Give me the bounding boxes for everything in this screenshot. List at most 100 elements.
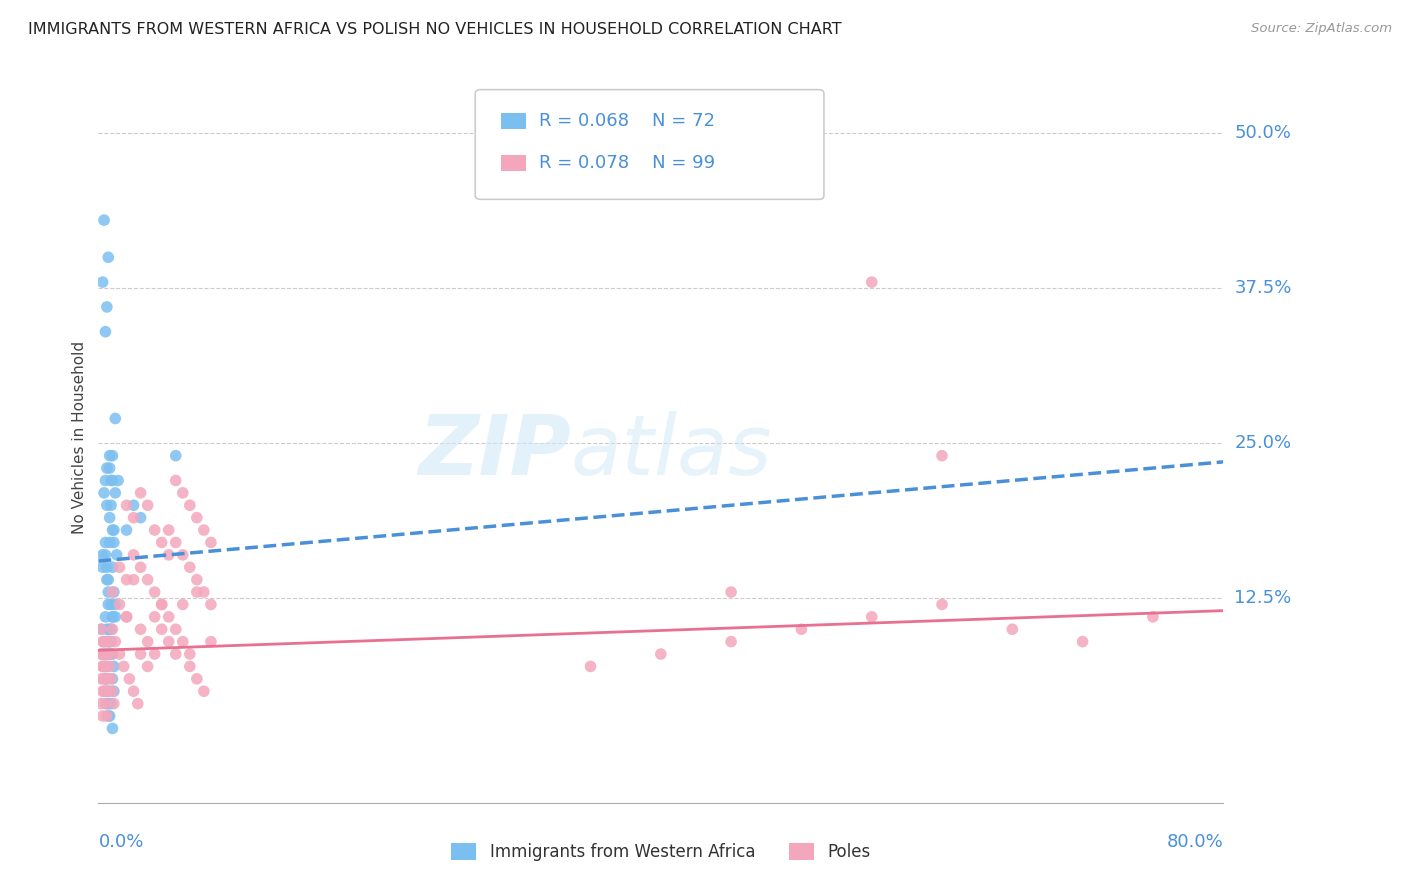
Point xyxy=(122,573,145,587)
Point xyxy=(136,498,159,512)
Point xyxy=(91,560,114,574)
Point xyxy=(104,610,127,624)
Point xyxy=(860,275,883,289)
Point xyxy=(96,672,118,686)
Point xyxy=(97,598,120,612)
Point xyxy=(122,548,145,562)
Point xyxy=(720,634,742,648)
Point xyxy=(179,659,201,673)
Text: IMMIGRANTS FROM WESTERN AFRICA VS POLISH NO VEHICLES IN HOUSEHOLD CORRELATION CH: IMMIGRANTS FROM WESTERN AFRICA VS POLISH… xyxy=(28,22,842,37)
Point xyxy=(115,610,138,624)
Point xyxy=(1001,622,1024,636)
Point xyxy=(127,697,149,711)
Point xyxy=(93,647,115,661)
Point xyxy=(101,672,124,686)
Point xyxy=(150,622,173,636)
Point xyxy=(790,622,813,636)
Point xyxy=(98,709,121,723)
Point xyxy=(103,523,125,537)
Point xyxy=(97,585,120,599)
Point xyxy=(200,535,222,549)
Point xyxy=(143,523,166,537)
Point xyxy=(91,548,114,562)
Legend: Immigrants from Western Africa, Poles: Immigrants from Western Africa, Poles xyxy=(444,836,877,868)
Point xyxy=(101,610,124,624)
Point xyxy=(108,647,131,661)
Point xyxy=(107,474,129,488)
Point xyxy=(98,634,121,648)
FancyBboxPatch shape xyxy=(475,90,824,200)
Point xyxy=(97,697,120,711)
Point xyxy=(101,523,124,537)
Point xyxy=(94,684,117,698)
Point xyxy=(115,610,138,624)
Point xyxy=(103,684,125,698)
Point xyxy=(93,634,115,648)
Point xyxy=(90,697,112,711)
Text: 25.0%: 25.0% xyxy=(1234,434,1292,452)
Point xyxy=(98,510,121,524)
Text: R = 0.068    N = 72: R = 0.068 N = 72 xyxy=(540,112,716,130)
Point xyxy=(157,634,180,648)
Point xyxy=(150,598,173,612)
Point xyxy=(100,474,122,488)
Point xyxy=(94,659,117,673)
Point xyxy=(90,622,112,636)
Point xyxy=(193,684,215,698)
Text: ZIP: ZIP xyxy=(418,411,571,492)
Point xyxy=(98,647,121,661)
Point xyxy=(104,634,127,648)
Point xyxy=(186,585,208,599)
Point xyxy=(103,585,125,599)
Point xyxy=(179,498,201,512)
FancyBboxPatch shape xyxy=(501,154,526,171)
Point xyxy=(90,647,112,661)
Point xyxy=(96,300,118,314)
Point xyxy=(101,585,124,599)
Point xyxy=(122,684,145,698)
Point xyxy=(860,610,883,624)
Point xyxy=(650,647,672,661)
Point xyxy=(101,622,124,636)
Point xyxy=(157,548,180,562)
Point xyxy=(129,622,152,636)
Text: Source: ZipAtlas.com: Source: ZipAtlas.com xyxy=(1251,22,1392,36)
Point xyxy=(179,647,201,661)
Point xyxy=(157,610,180,624)
Point xyxy=(104,411,127,425)
Point xyxy=(90,672,112,686)
Point xyxy=(100,697,122,711)
Point xyxy=(931,449,953,463)
Point xyxy=(112,659,135,673)
Point xyxy=(136,659,159,673)
Point xyxy=(172,598,194,612)
Point xyxy=(97,634,120,648)
Point xyxy=(103,659,125,673)
Point xyxy=(129,486,152,500)
Point xyxy=(101,610,124,624)
Point xyxy=(150,598,173,612)
Point xyxy=(186,672,208,686)
Point xyxy=(97,684,120,698)
Point xyxy=(90,622,112,636)
Point xyxy=(93,213,115,227)
Point xyxy=(91,684,114,698)
Point xyxy=(118,672,141,686)
Point xyxy=(93,647,115,661)
Point xyxy=(90,647,112,661)
Text: 37.5%: 37.5% xyxy=(1234,279,1292,297)
Point xyxy=(97,647,120,661)
Point xyxy=(150,535,173,549)
Point xyxy=(101,449,124,463)
Point xyxy=(165,647,187,661)
Text: 80.0%: 80.0% xyxy=(1167,833,1223,851)
Point xyxy=(101,474,124,488)
Point xyxy=(98,647,121,661)
Point xyxy=(94,548,117,562)
Text: 50.0%: 50.0% xyxy=(1234,124,1291,143)
Point xyxy=(98,535,121,549)
Point xyxy=(122,510,145,524)
Point xyxy=(97,573,120,587)
Point xyxy=(93,684,115,698)
Point xyxy=(100,622,122,636)
